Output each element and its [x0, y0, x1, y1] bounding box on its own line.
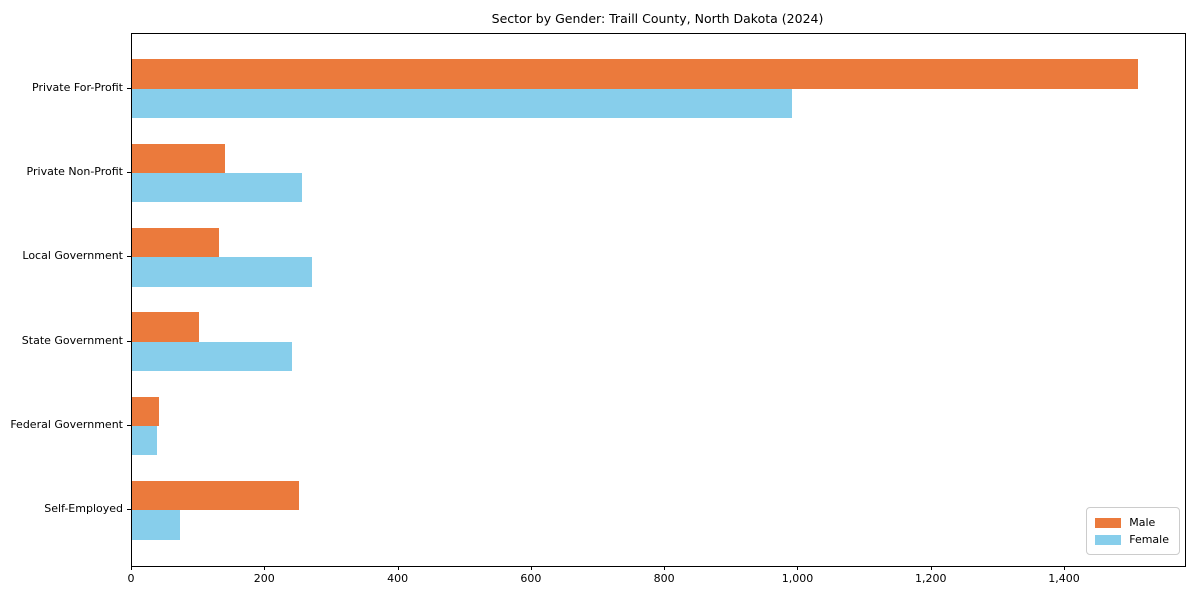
- y-tick-label-self-employed: Self-Employed: [44, 502, 123, 516]
- y-tick-label-state-government: State Government: [21, 333, 123, 347]
- x-tick-label-1,200: 1,200: [914, 572, 947, 585]
- bar-male-self-employed: [132, 480, 299, 511]
- x-tick-mark-400: [397, 566, 399, 570]
- x-tick-mark-1,200: [930, 566, 932, 570]
- bar-female-local-government: [132, 257, 312, 287]
- x-tick-label-1,000: 1,000: [781, 572, 814, 585]
- bar-male-private-for-profit: [132, 59, 1139, 89]
- x-tick-mark-600: [530, 566, 532, 570]
- x-tick-mark-1,000: [797, 566, 799, 570]
- legend-label-male: Male: [1129, 516, 1156, 529]
- y-tick-label-federal-government: Federal Government: [10, 417, 123, 431]
- y-tick-label-private-non-profit: Private Non-Profit: [26, 165, 123, 178]
- y-tick-label-local-government: Local Government: [22, 249, 123, 263]
- y-tick-mark-state-government: [127, 340, 131, 342]
- legend-label-female: Female: [1129, 533, 1169, 546]
- bar-male-private-non-profit: [132, 143, 226, 173]
- x-tick-label-1,400: 1,400: [1048, 572, 1080, 585]
- legend: Male Female: [1086, 507, 1180, 555]
- x-tick-label-800: 800: [653, 572, 675, 585]
- bar-female-private-for-profit: [132, 88, 792, 119]
- bar-female-private-non-profit: [132, 173, 302, 203]
- bar-female-state-government: [132, 341, 292, 371]
- y-tick-mark-private-non-profit: [127, 172, 131, 173]
- legend-swatch-female: [1095, 534, 1122, 545]
- y-tick-label-private-for-profit: Private For-Profit: [32, 80, 123, 94]
- y-tick-mark-self-employed: [127, 509, 131, 511]
- x-tick-mark-800: [664, 566, 666, 570]
- legend-item-male: Male: [1095, 514, 1169, 531]
- x-tick-mark-200: [264, 566, 266, 570]
- x-tick-label-200: 200: [253, 572, 275, 585]
- bar-male-local-government: [132, 227, 219, 258]
- x-tick-label-0: 0: [127, 572, 135, 585]
- bar-female-self-employed: [132, 510, 180, 540]
- plot-area: Male Female: [131, 33, 1186, 567]
- x-tick-label-400: 400: [387, 572, 409, 585]
- x-tick-mark-1,400: [1064, 566, 1066, 570]
- legend-swatch-male: [1095, 517, 1122, 528]
- bar-female-federal-government: [132, 425, 158, 456]
- y-tick-mark-local-government: [127, 256, 131, 258]
- x-tick-mark-0: [131, 566, 132, 570]
- x-tick-label-600: 600: [520, 572, 542, 585]
- legend-item-female: Female: [1095, 531, 1169, 548]
- y-tick-mark-federal-government: [127, 424, 131, 426]
- chart-title: Sector by Gender: Traill County, North D…: [491, 11, 824, 26]
- bar-male-federal-government: [132, 396, 159, 426]
- bar-male-state-government: [132, 312, 199, 342]
- y-tick-mark-private-for-profit: [127, 87, 131, 89]
